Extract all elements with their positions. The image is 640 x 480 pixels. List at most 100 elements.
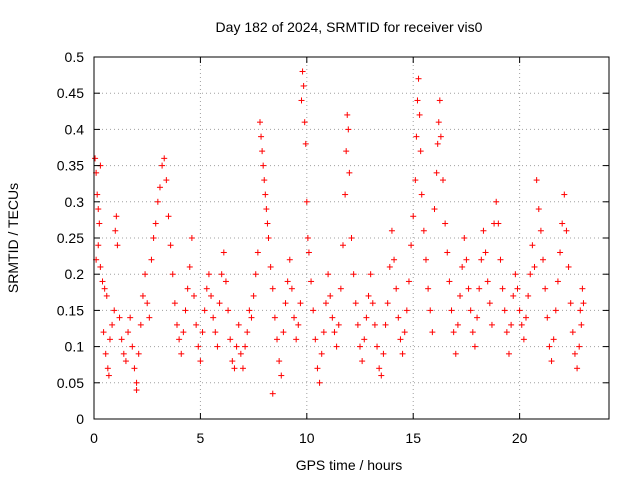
data-point [542, 285, 549, 292]
data-point [191, 292, 198, 299]
data-point [291, 314, 298, 321]
data-point [395, 314, 402, 321]
data-point [386, 263, 393, 270]
data-point [461, 235, 468, 241]
data-point [276, 358, 283, 365]
data-point [112, 227, 119, 234]
data-point [465, 285, 472, 292]
data-point [561, 191, 568, 198]
data-point [339, 242, 346, 249]
data-point [214, 343, 221, 350]
data-point [335, 321, 342, 328]
data-point [293, 336, 300, 343]
data-point [111, 307, 118, 314]
data-point [579, 285, 586, 292]
data-point [413, 133, 420, 140]
data-point [414, 97, 421, 104]
y-tick-label: 0.1 [65, 339, 85, 355]
data-point [516, 307, 523, 314]
data-point [295, 321, 302, 328]
data-point [161, 155, 168, 162]
data-point [227, 336, 234, 343]
data-point [459, 263, 466, 270]
data-point [548, 358, 555, 365]
data-point [269, 390, 276, 397]
data-point [286, 256, 293, 263]
data-point [267, 263, 274, 270]
data-point [261, 177, 268, 184]
data-point [118, 336, 125, 343]
data-point [457, 292, 464, 299]
data-point [180, 329, 187, 336]
y-tick-label: 0.15 [57, 302, 84, 318]
data-point [320, 329, 327, 336]
data-point [133, 379, 140, 386]
data-point [346, 169, 353, 176]
data-point [203, 285, 210, 292]
data-point [550, 336, 557, 343]
data-point [235, 321, 242, 328]
data-point [310, 307, 317, 314]
y-tick-label: 0.45 [57, 85, 84, 101]
data-point [405, 278, 412, 285]
y-tick-label: 0.05 [57, 375, 84, 391]
data-point [418, 191, 425, 198]
data-point [100, 329, 107, 336]
data-point [497, 256, 504, 263]
y-tick-label: 0.35 [57, 158, 84, 174]
data-point [546, 343, 553, 350]
data-point [176, 336, 183, 343]
data-point [246, 307, 253, 314]
data-point [415, 75, 422, 82]
chart-title: Day 182 of 2024, SRMTID for receiver vis… [216, 19, 483, 35]
data-point [563, 227, 570, 234]
data-point [208, 292, 215, 299]
data-point [471, 343, 478, 350]
data-point [446, 278, 453, 285]
data-point [274, 336, 281, 343]
data-point [431, 206, 438, 213]
data-point [433, 169, 440, 176]
data-point [303, 198, 310, 205]
data-point [137, 321, 144, 328]
data-point [218, 271, 225, 278]
data-point [239, 365, 246, 372]
data-point [382, 321, 389, 328]
data-point [440, 177, 447, 184]
data-point [212, 329, 219, 336]
data-point [278, 372, 285, 379]
data-point [159, 162, 166, 169]
data-point [222, 278, 229, 285]
data-point [554, 278, 561, 285]
data-point [495, 220, 502, 227]
data-point [297, 300, 304, 307]
data-point [559, 220, 566, 227]
data-point [363, 314, 370, 321]
data-point [144, 300, 151, 307]
data-point [244, 329, 251, 336]
data-point [329, 314, 336, 321]
data-point [361, 336, 368, 343]
data-point [252, 271, 259, 278]
data-point [256, 119, 263, 126]
data-point [305, 249, 312, 256]
data-point [135, 350, 142, 357]
data-point [474, 314, 481, 321]
data-point [374, 343, 381, 350]
data-point [109, 321, 116, 328]
data-point [300, 82, 307, 89]
data-point [184, 285, 191, 292]
data-point [576, 343, 583, 350]
data-point [454, 321, 461, 328]
data-point [488, 321, 495, 328]
data-point [242, 343, 249, 350]
data-point [578, 321, 585, 328]
data-point [480, 227, 487, 234]
data-point [537, 227, 544, 234]
data-point [452, 350, 459, 357]
data-point [229, 358, 236, 365]
y-tick-label: 0.3 [65, 194, 85, 210]
data-point [254, 249, 261, 256]
data-point [314, 365, 321, 372]
